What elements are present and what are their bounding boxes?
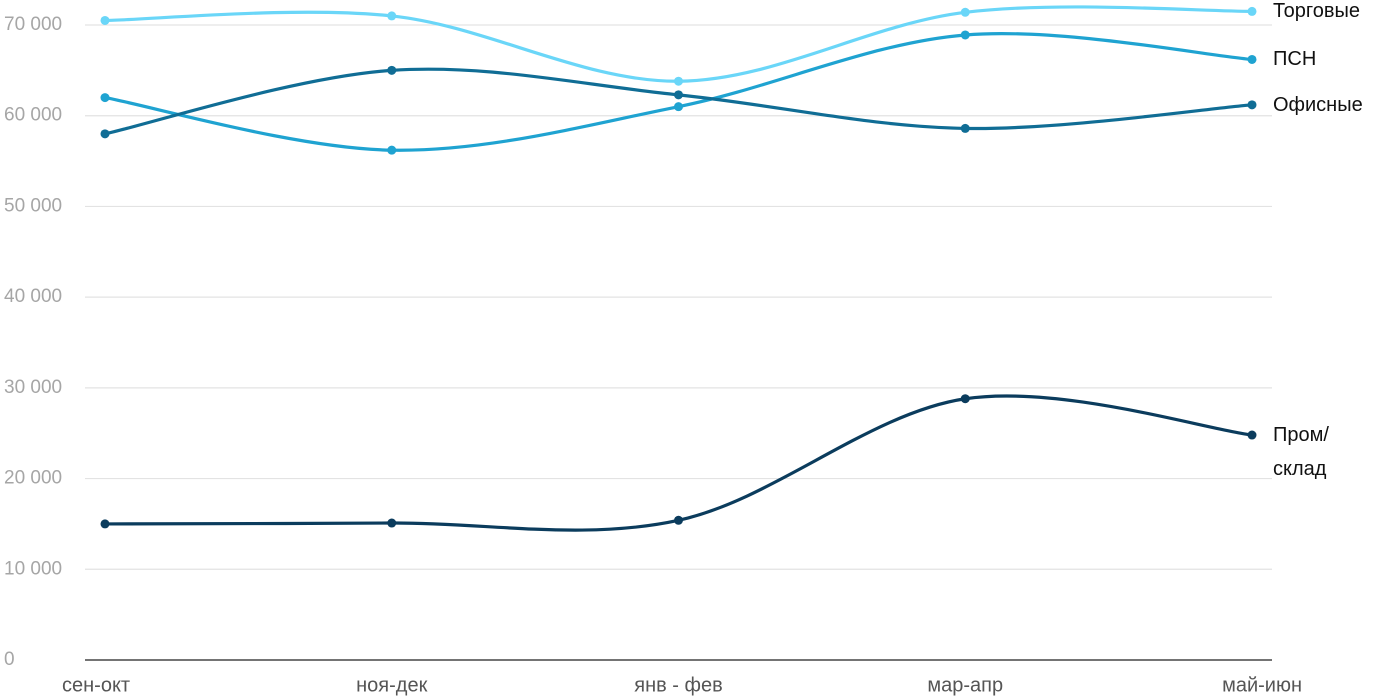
legend-label: Офисные	[1273, 93, 1363, 116]
data-point	[1247, 430, 1257, 440]
data-point	[387, 145, 397, 155]
y-tick-label: 70 000	[4, 14, 62, 35]
y-tick-label: 30 000	[4, 377, 62, 398]
data-point	[960, 394, 970, 404]
data-point	[960, 7, 970, 17]
x-tick-label: янв - фев	[634, 674, 722, 696]
data-point	[674, 90, 683, 100]
data-point	[960, 123, 970, 133]
data-point	[100, 93, 110, 103]
legend-label: Пром/склад	[1273, 424, 1329, 481]
data-point	[674, 102, 683, 112]
data-point	[387, 11, 397, 21]
x-tick-label: сен-окт	[62, 674, 130, 696]
data-point	[1247, 100, 1257, 110]
data-point	[100, 129, 110, 139]
y-tick-label: 0	[4, 649, 15, 670]
data-point	[674, 76, 683, 86]
y-tick-label: 10 000	[4, 558, 62, 579]
x-tick-label: май-июн	[1222, 674, 1302, 696]
legend-label: Торговые	[1273, 0, 1361, 23]
series-line	[104, 394, 1253, 532]
y-tick-label: 60 000	[4, 105, 62, 126]
x-tick-label: ноя-дек	[356, 674, 427, 696]
x-tick-label: мар-апр	[927, 674, 1003, 696]
data-point	[1247, 54, 1257, 64]
data-point	[387, 518, 397, 528]
series-line	[104, 5, 1253, 83]
legend-label: ПСН	[1273, 48, 1317, 71]
data-point	[100, 15, 110, 25]
data-point	[387, 65, 397, 75]
y-tick-label: 50 000	[4, 195, 62, 216]
data-point	[1247, 6, 1257, 16]
data-point	[960, 30, 970, 40]
data-point	[674, 515, 683, 525]
data-point	[100, 519, 110, 529]
y-tick-label: 20 000	[4, 468, 62, 489]
y-tick-label: 40 000	[4, 286, 62, 307]
